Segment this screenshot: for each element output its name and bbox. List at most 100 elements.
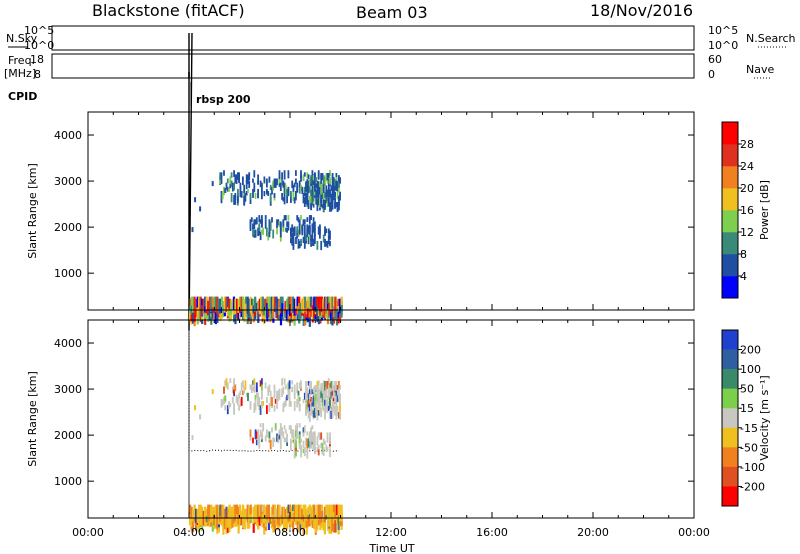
echo-cell xyxy=(264,307,267,319)
colorbar-tick-label: -50 xyxy=(740,441,758,454)
echo-cell xyxy=(260,296,263,312)
echo-cell xyxy=(276,178,278,186)
velocity-panel: 1000 2000 3000 4000 Slant Range [km] xyxy=(26,319,695,535)
echo-cell xyxy=(310,199,312,209)
echo-cell xyxy=(287,307,290,323)
power-panel: 1000 2000 3000 4000 Slant Range [km] xyxy=(26,111,695,327)
echo-cell xyxy=(319,399,321,409)
echo-cell xyxy=(246,504,249,523)
echo-cell xyxy=(317,309,320,325)
echo-cell xyxy=(325,193,328,200)
colorbar-swatch xyxy=(722,427,738,448)
echo-cell xyxy=(329,397,331,405)
echo-cell xyxy=(228,186,230,192)
echo-cell xyxy=(311,191,314,198)
echo-cell xyxy=(326,510,330,529)
echo-cell xyxy=(326,395,329,402)
echo-cell xyxy=(224,396,227,401)
echo-cell xyxy=(201,298,204,306)
echo-cell xyxy=(319,181,321,187)
echo-cell xyxy=(322,438,325,446)
echo-cell xyxy=(310,189,312,197)
echo-cell xyxy=(248,172,251,181)
echo-cell xyxy=(303,238,306,249)
echo-cell xyxy=(282,225,285,232)
echo-cell xyxy=(311,440,314,445)
echo-cell xyxy=(311,232,314,243)
colorbar-tick-label: -100 xyxy=(740,461,765,474)
echo-cell xyxy=(226,186,229,192)
echo-cell xyxy=(287,390,290,400)
echo-cell xyxy=(328,296,331,303)
echo-cell xyxy=(306,446,309,454)
echo-cell xyxy=(284,300,287,314)
echo-cell xyxy=(252,178,254,183)
echo-cell xyxy=(308,403,311,412)
echo-cell xyxy=(307,174,310,180)
echo-cell xyxy=(278,429,281,435)
echo-cell xyxy=(225,296,228,308)
echo-cell xyxy=(287,221,290,231)
velocity-cells xyxy=(189,378,343,535)
x-tick-label: 08:00 xyxy=(274,526,306,539)
x-tick-label: 00:00 xyxy=(678,526,710,539)
echo-cell xyxy=(296,182,299,193)
echo-cell xyxy=(242,390,244,396)
echo-cell xyxy=(267,191,270,196)
echo-cell xyxy=(266,429,268,437)
echo-cell xyxy=(249,429,252,437)
echo-cell xyxy=(325,444,328,452)
echo-cell xyxy=(330,410,333,419)
echo-cell xyxy=(303,224,306,235)
echo-cell xyxy=(252,298,255,306)
echo-cell xyxy=(320,383,323,390)
echo-cell xyxy=(307,412,310,419)
echo-cell xyxy=(296,226,299,234)
echo-cell xyxy=(335,181,338,190)
echo-cell xyxy=(242,176,244,186)
echo-cell xyxy=(214,296,217,313)
echo-cell xyxy=(305,508,308,521)
echo-cell xyxy=(329,296,333,310)
echo-cell xyxy=(308,296,311,309)
echo-cell xyxy=(298,403,301,411)
echo-cell xyxy=(331,403,334,413)
y-tick-label: 2000 xyxy=(54,221,82,234)
echo-cell xyxy=(249,193,252,200)
echo-cell xyxy=(334,389,336,399)
echo-cell xyxy=(204,296,207,307)
echo-cell xyxy=(326,405,329,414)
echo-cell xyxy=(304,504,307,521)
echo-cell xyxy=(314,221,316,230)
echo-cell xyxy=(284,215,287,221)
echo-cell xyxy=(258,515,261,526)
echo-cell xyxy=(243,184,246,194)
echo-cell xyxy=(334,183,336,191)
echo-cell xyxy=(264,298,267,308)
echo-cell xyxy=(236,302,239,319)
echo-cell xyxy=(240,510,243,518)
echo-cell xyxy=(264,382,267,389)
echo-cell xyxy=(322,517,325,531)
echo-cell xyxy=(310,429,312,437)
echo-cell xyxy=(336,395,339,403)
echo-cell xyxy=(314,512,317,527)
echo-cell xyxy=(306,224,309,231)
echo-cell xyxy=(288,425,291,430)
echo-cell xyxy=(271,396,273,407)
echo-cell xyxy=(325,197,328,204)
echo-cell xyxy=(331,401,334,407)
echo-cell xyxy=(244,380,247,390)
echo-cell xyxy=(253,186,256,193)
power-cells xyxy=(189,170,343,327)
echo-cell xyxy=(310,389,312,396)
echo-cell xyxy=(297,217,300,223)
echo-cell xyxy=(323,302,326,319)
echo-cell xyxy=(262,423,264,432)
echo-cell xyxy=(339,385,341,390)
echo-cell xyxy=(315,189,318,200)
echo-cell xyxy=(335,412,338,420)
echo-cell xyxy=(322,298,325,309)
echo-cell xyxy=(335,173,338,177)
